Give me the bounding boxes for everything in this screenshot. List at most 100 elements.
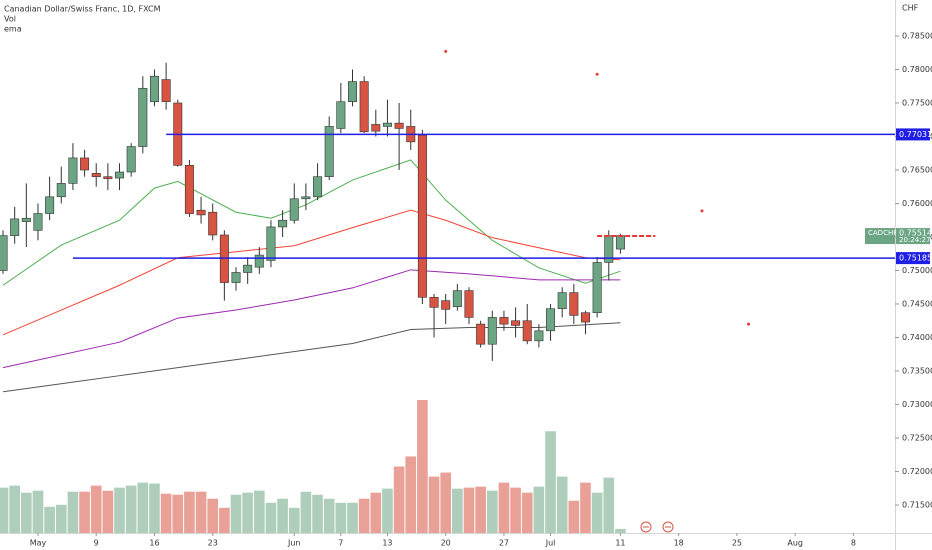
volume-bar xyxy=(417,400,428,533)
y-axis-label: CHF xyxy=(902,4,919,13)
volume-bar xyxy=(79,491,90,533)
candle-body xyxy=(464,290,474,318)
volume-bar xyxy=(335,502,347,533)
volume-bar xyxy=(510,487,521,533)
x-tick-label: 27 xyxy=(499,539,509,548)
candle-body xyxy=(580,312,590,323)
y-tick-label: 0.72000 xyxy=(902,467,932,476)
volume-bar xyxy=(463,487,475,533)
candle-body xyxy=(68,157,78,184)
volume-bar xyxy=(521,492,533,533)
volume-bar xyxy=(288,507,300,533)
candle-body xyxy=(557,292,567,309)
volume-bar xyxy=(556,476,568,533)
volume-bar xyxy=(230,494,242,533)
candle-body xyxy=(115,171,125,179)
candle-body xyxy=(546,308,556,332)
candle-body xyxy=(359,81,369,133)
volume-bar xyxy=(568,500,580,533)
x-tick-label: Jul xyxy=(545,539,556,548)
price-label: 0.75185 xyxy=(899,254,932,263)
volume-bar xyxy=(207,498,219,533)
x-tick-label: 25 xyxy=(732,539,742,548)
candle-body xyxy=(208,211,218,236)
y-tick-label: 0.78000 xyxy=(902,65,932,74)
marker-dot xyxy=(595,72,599,76)
volume-bar xyxy=(219,507,230,533)
volume-bar xyxy=(125,485,137,533)
y-tick-label: 0.73000 xyxy=(902,400,932,409)
candle-body xyxy=(289,198,299,221)
candle-body xyxy=(569,292,579,316)
volume-bar xyxy=(452,488,463,533)
volume-bar xyxy=(90,485,102,533)
volume-bar xyxy=(440,472,452,533)
x-tick-label: 23 xyxy=(208,539,218,548)
symbol-label: CADCHF xyxy=(868,229,897,237)
volume-bar xyxy=(300,491,312,533)
volume-bar xyxy=(486,490,498,533)
symbol-box xyxy=(865,228,895,245)
candle-body xyxy=(382,122,392,127)
volume-bar xyxy=(9,485,21,533)
replay-icon[interactable] xyxy=(640,521,652,533)
candle-body xyxy=(161,79,171,102)
candle-body xyxy=(149,75,159,102)
volume-bar xyxy=(253,490,265,533)
volume-bar xyxy=(137,482,149,533)
countdown-label: 20:24:27 xyxy=(899,236,930,244)
candle-body xyxy=(266,226,276,261)
candle-body xyxy=(522,320,532,342)
volume-bar xyxy=(358,498,370,533)
volume-bar xyxy=(32,490,44,533)
volume-bar xyxy=(405,456,417,533)
volume-bar xyxy=(370,492,382,533)
candle-body xyxy=(231,272,241,283)
candle-body xyxy=(534,330,544,342)
candle-body xyxy=(21,217,31,222)
candle-body xyxy=(592,262,602,314)
volume-bar xyxy=(428,476,440,533)
y-tick-label: 0.76500 xyxy=(902,166,932,175)
volume-bar xyxy=(591,492,603,533)
volume-bar xyxy=(382,488,393,533)
ema-line xyxy=(2,269,621,369)
candle-body xyxy=(56,183,66,198)
candle-body xyxy=(80,157,90,171)
candle-body xyxy=(10,218,20,236)
candle-body xyxy=(103,176,113,180)
candle-body xyxy=(278,219,288,228)
candle-body xyxy=(184,165,194,214)
candle-body xyxy=(417,134,427,298)
y-tick-label: 0.72500 xyxy=(902,434,932,443)
x-tick-label: Jun xyxy=(287,539,301,548)
candle-body xyxy=(254,254,264,268)
volume-bar xyxy=(580,482,591,533)
volume-bar xyxy=(149,483,160,533)
volume-bar xyxy=(184,491,195,533)
x-tick-label: 11 xyxy=(615,539,625,548)
x-tick-label: 20 xyxy=(441,539,451,548)
marker-dot xyxy=(747,322,751,326)
y-tick-label: 0.78500 xyxy=(902,32,932,41)
candle-body xyxy=(371,124,381,132)
x-tick-label: 18 xyxy=(674,539,684,548)
candle-body xyxy=(324,126,334,177)
candle-body xyxy=(301,196,311,200)
replay-icon[interactable] xyxy=(662,521,674,533)
volume-bar xyxy=(312,494,323,533)
volume-bar xyxy=(265,502,277,533)
volume-bar xyxy=(498,482,510,533)
volume-bar xyxy=(44,506,55,533)
x-tick-label: 16 xyxy=(149,539,159,548)
volume-bar xyxy=(0,487,9,533)
candle-body xyxy=(476,323,486,345)
candle-body xyxy=(336,101,346,129)
volume-bar xyxy=(21,492,32,533)
volume-bar xyxy=(277,498,288,533)
y-tick-label: 0.71500 xyxy=(902,501,932,510)
candle-body xyxy=(511,320,521,326)
y-tick-label: 0.75000 xyxy=(902,266,932,275)
volume-bar xyxy=(102,490,114,533)
candle-body xyxy=(452,290,462,307)
